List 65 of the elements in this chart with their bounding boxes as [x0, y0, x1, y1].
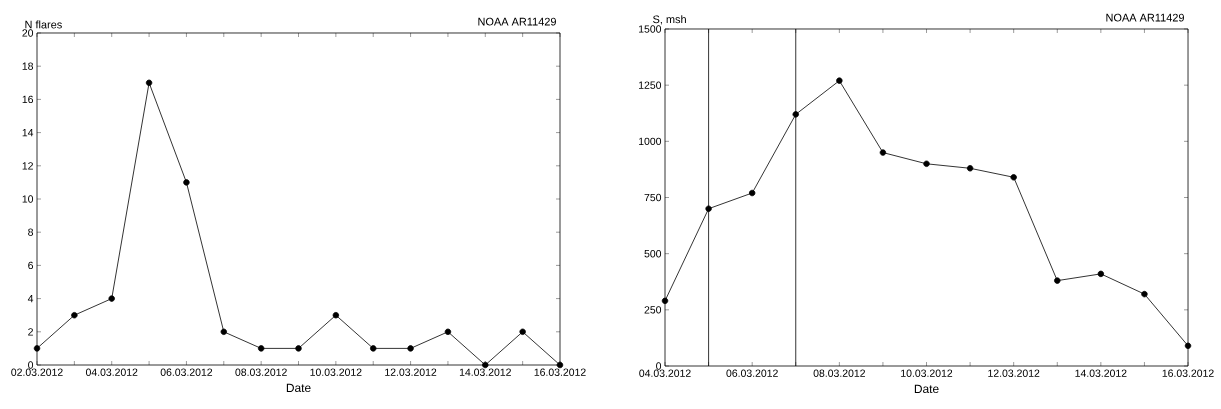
y-tick-label: 18 — [22, 62, 34, 70]
point — [879, 149, 887, 156]
y-tick-label: 1000 — [639, 137, 662, 146]
point — [1097, 270, 1105, 278]
y-tick-label: 4 — [27, 295, 34, 303]
y-tick-label: 1500 — [639, 25, 662, 33]
point — [519, 328, 526, 335]
y-tick-label: 16 — [22, 95, 34, 104]
x-tick-label: 06.03.2012 — [160, 368, 213, 376]
y-axis-title: S, msh — [653, 15, 686, 25]
x-tick-label: 08.03.2012 — [813, 369, 865, 377]
point — [145, 79, 153, 86]
point — [1141, 290, 1148, 298]
point — [748, 189, 756, 197]
x-tick-label: 04.03.2012 — [85, 368, 138, 376]
y-tick-label: 250 — [644, 306, 662, 314]
point — [1054, 277, 1061, 284]
x-tick-label: 12.03.2012 — [988, 369, 1040, 377]
y-tick-label: 20 — [22, 29, 34, 37]
x-tick-label: 10.03.2012 — [310, 368, 362, 376]
x-tick-label: 12.03.2012 — [385, 368, 437, 376]
point — [33, 345, 41, 352]
point — [257, 345, 265, 352]
x-tick-label: 02.03.2012 — [11, 368, 63, 376]
point — [923, 160, 930, 167]
point — [661, 297, 669, 305]
y-tick-label: 12 — [22, 162, 33, 170]
point — [836, 77, 843, 84]
y-tick-label: 8 — [28, 228, 34, 236]
x-tick-label: 14.03.2012 — [459, 368, 511, 376]
point — [332, 312, 340, 319]
x-tick-label: 16.03.2012 — [534, 368, 586, 376]
y-tick-label: 14 — [22, 129, 34, 137]
x-axis-title: Date — [286, 383, 311, 393]
point — [966, 165, 974, 172]
y-tick-label: 2 — [28, 328, 33, 336]
y-tick-label: 750 — [644, 193, 662, 202]
y-tick-label: 0 — [656, 362, 662, 370]
y-tick-label: 0 — [28, 361, 34, 369]
point — [370, 345, 377, 352]
point — [220, 328, 227, 335]
x-tick-label: 10.03.2012 — [901, 369, 953, 377]
point — [444, 328, 452, 335]
chart-title: NOAA AR11429 — [478, 17, 556, 26]
point — [407, 345, 414, 352]
point — [108, 295, 115, 302]
x-tick-label: 16.03.2012 — [1162, 369, 1214, 377]
y-tick-label: 500 — [644, 249, 662, 258]
x-tick-label: 04.03.2012 — [639, 369, 691, 377]
point — [295, 345, 302, 352]
y-tick-label: 10 — [22, 195, 34, 203]
y-axis-title: N flares — [25, 20, 62, 29]
point — [792, 111, 799, 118]
point — [183, 179, 190, 186]
x-tick-label: 06.03.2012 — [726, 369, 778, 377]
y-tick-label: 1250 — [639, 81, 662, 89]
x-axis-title: Date — [914, 384, 939, 394]
point — [1184, 342, 1192, 349]
point — [1010, 174, 1017, 181]
chart-title: NOAA AR11429 — [1106, 13, 1184, 22]
x-tick-label: 14.03.2012 — [1075, 369, 1127, 377]
y-tick-label: 6 — [28, 261, 34, 270]
point — [705, 205, 712, 212]
x-tick-label: 08.03.2012 — [235, 368, 287, 376]
point — [71, 312, 78, 319]
